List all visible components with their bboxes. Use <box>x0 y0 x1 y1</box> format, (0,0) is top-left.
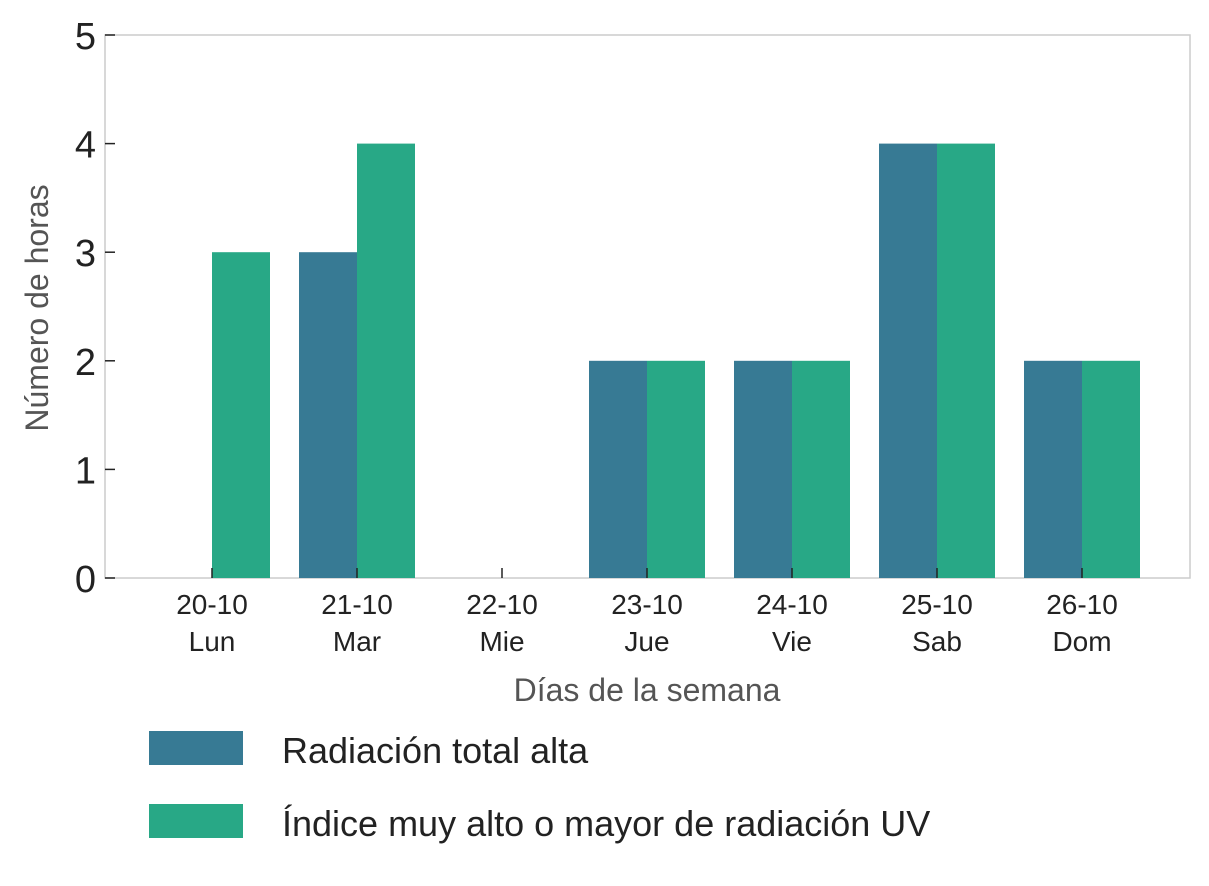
legend: Radiación total alta Índice muy alto o m… <box>149 730 930 844</box>
y-axis-title: Número de horas <box>19 184 55 431</box>
bar-series-0-25-10 <box>879 143 937 578</box>
x-tick-label-day: Vie <box>772 626 812 657</box>
x-tick-label-date: 25-10 <box>901 589 973 620</box>
x-tick-label-day: Lun <box>189 626 236 657</box>
x-tick-label-date: 21-10 <box>321 589 393 620</box>
x-tick-label-date: 24-10 <box>756 589 828 620</box>
bars-group <box>212 143 1140 578</box>
bar-series-0-23-10 <box>589 360 647 578</box>
x-tick-label-day: Mar <box>333 626 381 657</box>
x-axis-title: Días de la semana <box>514 672 781 708</box>
y-tick-label: 3 <box>75 233 96 275</box>
bar-series-0-21-10 <box>299 252 357 578</box>
x-tick-label-day: Jue <box>624 626 669 657</box>
x-tick-label-day: Mie <box>479 626 524 657</box>
legend-label-series-1: Índice muy alto o mayor de radiación UV <box>282 803 930 844</box>
x-tick-label-date: 22-10 <box>466 589 538 620</box>
bar-series-1-21-10 <box>357 143 415 578</box>
bar-series-1-26-10 <box>1082 360 1140 578</box>
legend-swatch-series-0 <box>149 731 243 765</box>
y-axis: 0 1 2 3 4 5 <box>75 16 115 601</box>
legend-label-series-0: Radiación total alta <box>282 730 589 771</box>
x-tick-label-day: Sab <box>912 626 962 657</box>
x-tick-label-date: 26-10 <box>1046 589 1118 620</box>
bar-series-0-24-10 <box>734 360 792 578</box>
y-tick-label: 5 <box>75 16 96 58</box>
bar-series-1-25-10 <box>937 143 995 578</box>
y-tick-label: 1 <box>75 450 96 492</box>
bar-series-0-26-10 <box>1024 360 1082 578</box>
x-tick-label-date: 20-10 <box>176 589 248 620</box>
bar-series-1-20-10 <box>212 252 270 578</box>
legend-swatch-series-1 <box>149 804 243 838</box>
bar-series-1-24-10 <box>792 360 850 578</box>
bar-series-1-23-10 <box>647 360 705 578</box>
y-tick-label: 4 <box>75 125 96 167</box>
y-tick-label: 2 <box>75 342 96 384</box>
x-axis: 20-10 Lun 21-10 Mar 22-10 Mie 23-10 Jue 24-10 Vie… <box>176 568 1118 657</box>
x-tick-label-date: 23-10 <box>611 589 683 620</box>
x-tick-label-day: Dom <box>1052 626 1111 657</box>
y-tick-label: 0 <box>75 559 96 601</box>
